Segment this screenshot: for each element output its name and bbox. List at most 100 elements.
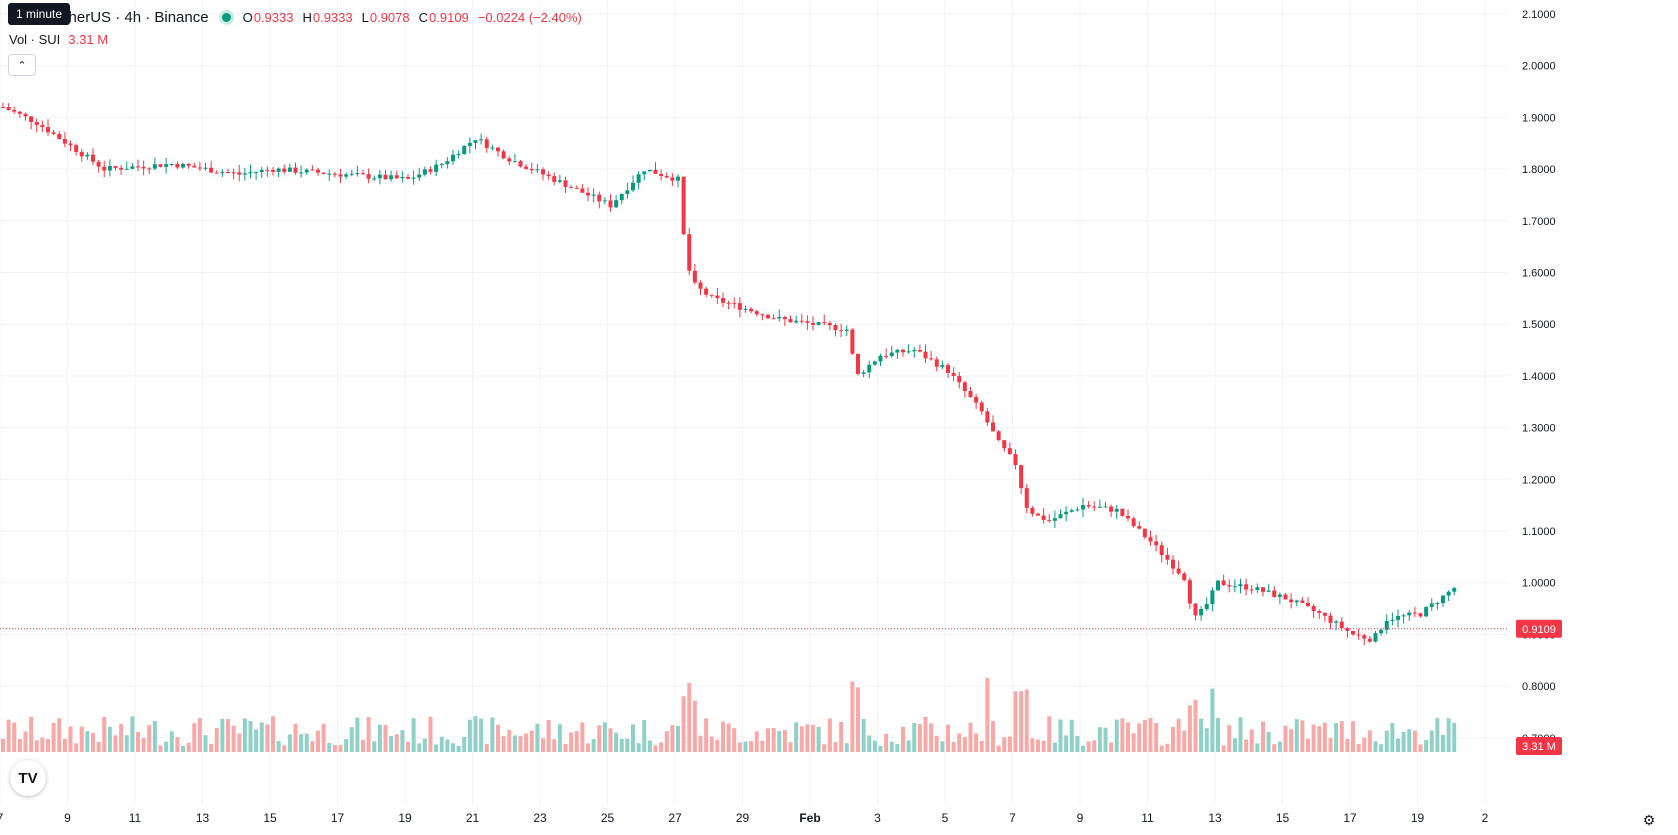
candle-body bbox=[1052, 518, 1057, 521]
candle-body bbox=[867, 364, 872, 373]
candle-body bbox=[889, 352, 894, 357]
candle-body bbox=[1165, 555, 1170, 560]
candle-body bbox=[1244, 584, 1249, 590]
symbol-title[interactable]: etherUS · 4h · Binance bbox=[56, 8, 209, 26]
candle-body bbox=[766, 314, 770, 319]
candle-body bbox=[557, 180, 562, 182]
volume-bar bbox=[1396, 738, 1400, 752]
volume-bar bbox=[1159, 745, 1164, 752]
low-label: L bbox=[361, 9, 369, 25]
volume-bar bbox=[1317, 726, 1322, 752]
candle-body bbox=[704, 288, 709, 295]
candle-body bbox=[428, 169, 433, 172]
volume-bar bbox=[692, 700, 697, 752]
volume-bar bbox=[361, 739, 365, 752]
volume-bar bbox=[636, 743, 641, 752]
time-tick-label: 17 bbox=[1343, 811, 1357, 825]
volume-bar bbox=[1277, 741, 1282, 752]
change-value: −0.0224 (−2.40%) bbox=[477, 9, 582, 25]
volume-bar bbox=[1424, 739, 1429, 752]
volume-bar bbox=[1356, 743, 1361, 752]
volume-bar bbox=[597, 725, 602, 752]
volume-bar bbox=[721, 721, 725, 752]
volume-bar bbox=[332, 745, 337, 752]
candle-body bbox=[406, 176, 410, 179]
volume-bar bbox=[91, 732, 95, 752]
time-tick-label: 13 bbox=[1208, 811, 1222, 825]
candle-body bbox=[737, 303, 742, 310]
candle-body bbox=[839, 330, 844, 332]
candle-body bbox=[760, 314, 765, 316]
candle-body bbox=[259, 169, 264, 173]
volume-bar bbox=[158, 745, 163, 752]
volume-bar bbox=[417, 743, 422, 752]
candle-body bbox=[917, 349, 922, 352]
volume-badge bbox=[1516, 737, 1562, 755]
candle-body bbox=[451, 154, 455, 162]
high-value: 0.9333 bbox=[312, 9, 353, 25]
volume-bar bbox=[799, 726, 804, 752]
volume-bar bbox=[456, 745, 461, 752]
candle-body bbox=[62, 139, 67, 144]
volume-bar bbox=[856, 687, 860, 752]
candle-body bbox=[1249, 589, 1254, 591]
candle-body bbox=[518, 161, 523, 167]
volume-bar bbox=[23, 731, 28, 752]
time-tick-label: 11 bbox=[129, 811, 142, 825]
volume-bar bbox=[186, 742, 191, 752]
candle-body bbox=[175, 163, 180, 168]
volume-bar bbox=[57, 718, 62, 752]
volume-bar bbox=[754, 731, 759, 752]
volume-bar bbox=[777, 730, 782, 752]
volume-bar bbox=[642, 719, 647, 752]
time-tick-label: 7 bbox=[0, 811, 4, 825]
volume-bar bbox=[1109, 742, 1114, 752]
candle-body bbox=[181, 163, 185, 168]
candle-body bbox=[884, 355, 889, 357]
volume-bar bbox=[541, 738, 545, 752]
volume-bar bbox=[1244, 739, 1249, 752]
candle-body bbox=[653, 169, 658, 174]
candle-body bbox=[91, 154, 95, 162]
candle-body bbox=[332, 173, 337, 175]
candle-body bbox=[136, 166, 140, 168]
candle-body bbox=[462, 145, 467, 155]
candle-body bbox=[1182, 573, 1187, 581]
volume-bar bbox=[51, 722, 56, 752]
volume-bar bbox=[940, 741, 945, 752]
candle-body bbox=[349, 173, 354, 175]
volume-bar bbox=[175, 737, 180, 752]
collapse-legend-button[interactable]: ⌃ bbox=[8, 54, 36, 76]
candle-body bbox=[400, 176, 405, 179]
settings-icon[interactable]: ⚙ bbox=[1642, 812, 1656, 828]
volume-bar bbox=[1092, 740, 1097, 752]
candle-body bbox=[1047, 519, 1052, 521]
candle-body bbox=[833, 325, 838, 331]
volume-bar bbox=[377, 724, 382, 752]
volume-bar bbox=[827, 718, 832, 752]
volume-bar bbox=[124, 735, 129, 752]
time-tick-label: 17 bbox=[331, 811, 345, 825]
volume-bar bbox=[1373, 741, 1378, 752]
candle-body bbox=[361, 173, 365, 175]
volume-bar bbox=[462, 736, 467, 752]
tradingview-logo-icon[interactable]: TV bbox=[10, 760, 46, 796]
volume-bar bbox=[946, 724, 950, 752]
volume-bar bbox=[1187, 705, 1192, 752]
candle-body bbox=[614, 200, 619, 208]
volume-legend[interactable]: Vol · SUI 3.31 M bbox=[9, 32, 108, 47]
candle-body bbox=[1154, 541, 1159, 546]
volume-bar bbox=[895, 743, 900, 752]
candle-body bbox=[1019, 465, 1024, 489]
candle-body bbox=[1306, 602, 1310, 607]
candle-body bbox=[1407, 612, 1412, 616]
volume-bar bbox=[1216, 717, 1220, 752]
candle-body bbox=[226, 172, 230, 174]
volume-bar bbox=[226, 719, 230, 752]
candle-body bbox=[17, 111, 22, 114]
candle-body bbox=[777, 316, 782, 319]
volume-bar bbox=[552, 739, 557, 752]
volume-bar bbox=[85, 731, 90, 752]
volume-bar bbox=[1384, 730, 1389, 752]
